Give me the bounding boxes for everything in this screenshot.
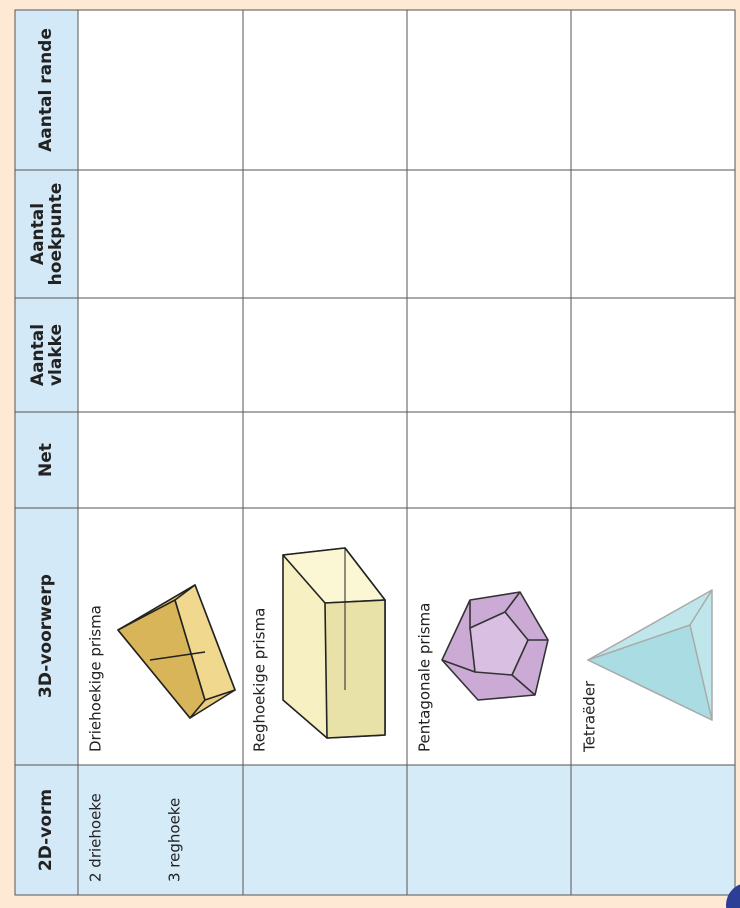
pentagonal-prism: [441, 591, 549, 701]
shape-2d: 3 reghoeke: [166, 798, 184, 882]
grid: [14, 9, 736, 896]
header: vlakke: [46, 324, 66, 386]
header: Aantal: [28, 324, 48, 386]
object-3d: Driehoekige prisma: [87, 605, 105, 752]
table-body: [15, 10, 735, 895]
rectangular-prism: [282, 547, 386, 739]
header: 3D-voorwerp: [36, 574, 56, 698]
object-3d: Reghoekige prisma: [251, 608, 269, 752]
header: Aantal rande: [36, 28, 56, 152]
tetrahedron: [587, 589, 713, 721]
header: hoekpunte: [46, 183, 66, 286]
triangular-prism: [117, 584, 236, 719]
table-border: [14, 9, 736, 896]
header: Net: [36, 443, 56, 477]
page-marker: [726, 884, 740, 908]
header: 2D-vorm: [36, 789, 56, 871]
object-3d: Pentagonale prisma: [416, 603, 434, 752]
object-3d: Tetraëder: [581, 680, 599, 753]
header: Aantal: [28, 203, 48, 265]
shape-2d: 2 driehoeke: [87, 793, 105, 882]
header-column: [15, 10, 78, 895]
